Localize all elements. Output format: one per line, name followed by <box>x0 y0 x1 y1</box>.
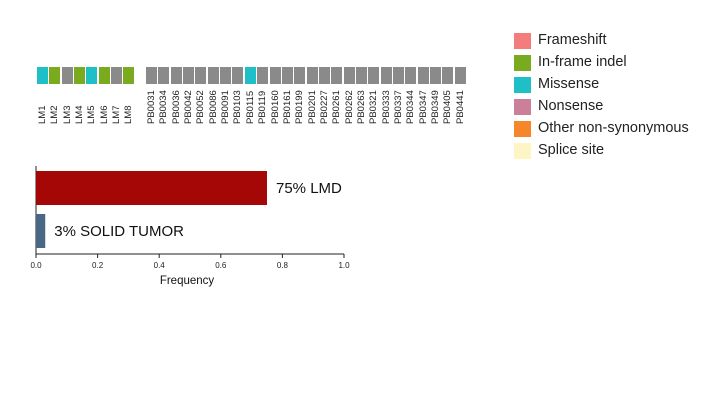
sample-label-text: PB0337 <box>393 90 404 124</box>
solid-tumor-header-label: SOLID TUMOR <box>255 43 359 60</box>
sample-label-text: PB0042 <box>183 90 195 124</box>
legend-label: Frameshift <box>538 32 607 48</box>
legend-swatch-in-frame-indel <box>514 55 531 71</box>
sample-label-text: LM3 <box>61 105 73 124</box>
mutation-cell <box>343 67 355 84</box>
sample-label-text: PB0321 <box>368 90 380 124</box>
mutation-cell <box>281 67 293 84</box>
x-tick-label: 0.8 <box>277 261 289 270</box>
sample-label-text: LM1 <box>37 105 48 124</box>
bar <box>36 171 267 205</box>
mutation-cell <box>454 67 466 84</box>
sample-label-text: PB0349 <box>430 90 442 124</box>
mutation-cell <box>207 67 219 84</box>
lmd-header: LMD <box>37 41 135 62</box>
lmd-header-label: LMD <box>70 43 102 60</box>
sample-label-text: PB0347 <box>417 90 429 124</box>
mutation-cell <box>355 67 367 84</box>
legend-label: Other non-synonymous <box>538 120 689 136</box>
x-tick-label: 0.6 <box>215 261 227 270</box>
bar-data-label: 75% LMD <box>276 180 342 197</box>
sample-label-text: PB0052 <box>195 90 207 124</box>
mutation-cell <box>405 67 417 84</box>
x-tick-label: 1.0 <box>338 261 350 270</box>
mutation-cell <box>158 67 170 84</box>
sample-label-text: LM2 <box>49 105 61 124</box>
solid-tumor-header: SOLID TUMOR <box>146 41 468 62</box>
mutation-cell <box>220 67 232 84</box>
legend-label: Nonsense <box>538 98 604 114</box>
legend-swatch-splice-site <box>514 143 531 159</box>
sample-label-text: PB0262 <box>343 90 355 124</box>
sample-label-text: PB0034 <box>158 90 170 124</box>
sample-label-text: PB0261 <box>331 90 343 124</box>
mutation-cell <box>49 67 61 84</box>
legend-swatch-other-non-synonymous <box>514 121 531 137</box>
legend-swatch-nonsense <box>514 99 531 115</box>
mutation-cell <box>61 67 73 84</box>
sample-label-text: PB0115 <box>244 90 256 124</box>
mutation-cell <box>269 67 281 84</box>
sample-label-text: PB0160 <box>269 90 281 124</box>
mutation-cell <box>244 67 256 84</box>
mutation-cell <box>232 67 244 84</box>
mutation-cell <box>37 67 48 84</box>
mutation-cell <box>380 67 392 84</box>
mutation-cell <box>195 67 207 84</box>
x-tick-label: 0.4 <box>154 261 166 270</box>
legend-label: Splice site <box>538 142 605 158</box>
mutation-cell <box>306 67 318 84</box>
mutation-cell <box>331 67 343 84</box>
mutation-cell <box>123 67 135 84</box>
sample-label-text: PB0161 <box>281 90 293 124</box>
mutation-cell <box>170 67 182 84</box>
frequency-bar-chart: 75% LMD 3% SOLID TUMOR 0.0 0.2 0.4 0.6 0.8 1.0 F… <box>30 166 350 287</box>
bar-data-label: 3% SOLID TUMOR <box>54 223 184 240</box>
mutation-cell <box>393 67 404 84</box>
mutation-cell <box>146 67 157 84</box>
x-tick-label: 0.0 <box>30 261 42 270</box>
sample-label-text: LM6 <box>98 105 110 124</box>
sample-label-text: PB0091 <box>220 90 232 124</box>
mutation-cell <box>86 67 98 84</box>
legend-label: Missense <box>538 76 600 92</box>
x-axis-title: Frequency <box>160 275 215 287</box>
sample-label-text: PB0263 <box>355 90 367 124</box>
mutation-cell <box>430 67 442 84</box>
x-tick-label: 0.2 <box>92 261 104 270</box>
sample-label-text: LM8 <box>123 105 135 124</box>
mutation-cell <box>442 67 454 84</box>
sample-label-text: PB0227 <box>318 90 330 124</box>
legend-swatch-frameshift <box>514 33 531 49</box>
sample-label-text: PB0199 <box>294 90 306 124</box>
sample-label-text: LM4 <box>74 105 86 124</box>
sample-label-text: PB0405 <box>442 90 454 124</box>
sample-label-text: PB0119 <box>257 90 269 124</box>
mutation-cell <box>417 67 429 84</box>
sample-label-text: PB0344 <box>405 90 417 124</box>
mutation-cell <box>183 67 195 84</box>
legend-label: In-frame indel <box>538 54 627 70</box>
sample-label-text: LM7 <box>111 105 123 124</box>
sample-label-text: PB0201 <box>306 90 318 124</box>
lmd-mutation-track <box>37 67 136 84</box>
mutation-cell <box>74 67 86 84</box>
sample-label-text: PB0333 <box>380 90 392 124</box>
mutation-cell <box>111 67 123 84</box>
legend-swatch-missense <box>514 77 531 93</box>
sample-label-text: PB0086 <box>207 90 219 124</box>
sample-label-text: PB0036 <box>170 90 182 124</box>
sample-label-text: PB0441 <box>454 90 466 124</box>
mutation-cell <box>257 67 269 84</box>
mutation-cell <box>294 67 306 84</box>
mutation-cell <box>98 67 110 84</box>
sample-label-text: PB0031 <box>146 90 157 124</box>
sample-label-text: PB0103 <box>232 90 244 124</box>
sample-label-text: LM5 <box>86 105 98 124</box>
bar <box>36 214 46 248</box>
solid-tumor-mutation-track <box>146 67 467 84</box>
mutation-cell <box>318 67 330 84</box>
mutation-cell <box>368 67 380 84</box>
